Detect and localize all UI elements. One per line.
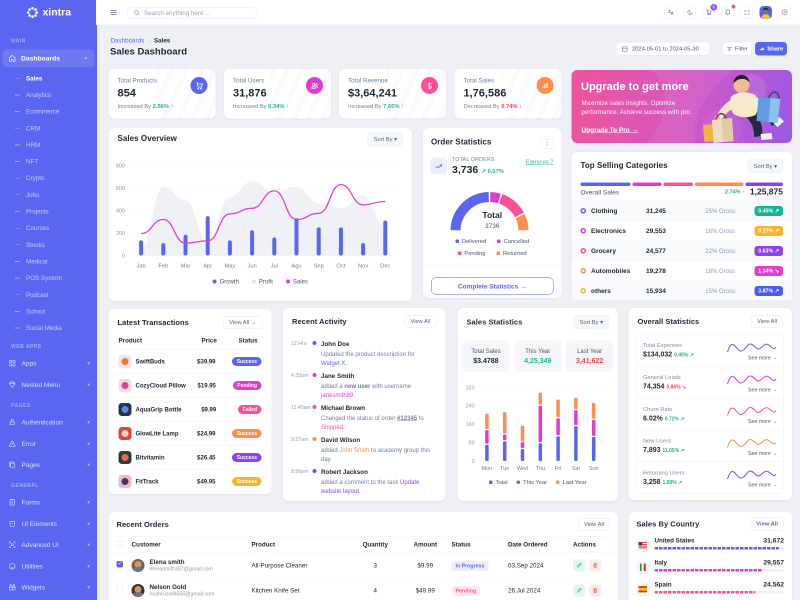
svg-text:May: May (224, 264, 235, 270)
svg-text:Mar: Mar (181, 264, 191, 270)
svg-text:400: 400 (116, 209, 125, 215)
svg-text:240: 240 (466, 404, 475, 410)
svg-text:800: 800 (116, 164, 125, 170)
svg-text:0: 0 (472, 459, 475, 465)
svg-text:600: 600 (116, 186, 125, 192)
svg-text:Dec: Dec (380, 264, 390, 270)
svg-text:Jun: Jun (247, 264, 256, 270)
svg-text:Wed: Wed (517, 466, 528, 472)
svg-text:Nov: Nov (358, 264, 368, 270)
svg-text:Sat: Sat (572, 466, 581, 472)
svg-text:Jan: Jan (136, 264, 145, 270)
svg-text:320: 320 (466, 385, 475, 391)
svg-text:Thu: Thu (536, 466, 545, 472)
svg-text:Sep: Sep (314, 264, 324, 270)
svg-text:Fri: Fri (555, 466, 561, 472)
svg-text:Oct: Oct (336, 264, 345, 270)
svg-text:80: 80 (469, 440, 475, 446)
svg-text:Agu: Agu (291, 264, 301, 270)
svg-text:Apr: Apr (203, 264, 212, 270)
svg-text:Tue: Tue (500, 466, 509, 472)
svg-text:0: 0 (122, 254, 125, 260)
svg-text:Mon: Mon (482, 466, 493, 472)
svg-text:200: 200 (116, 231, 125, 237)
svg-text:Jul: Jul (271, 264, 278, 270)
svg-text:Sun: Sun (589, 466, 599, 472)
svg-text:160: 160 (466, 422, 475, 428)
svg-text:Feb: Feb (158, 264, 168, 270)
